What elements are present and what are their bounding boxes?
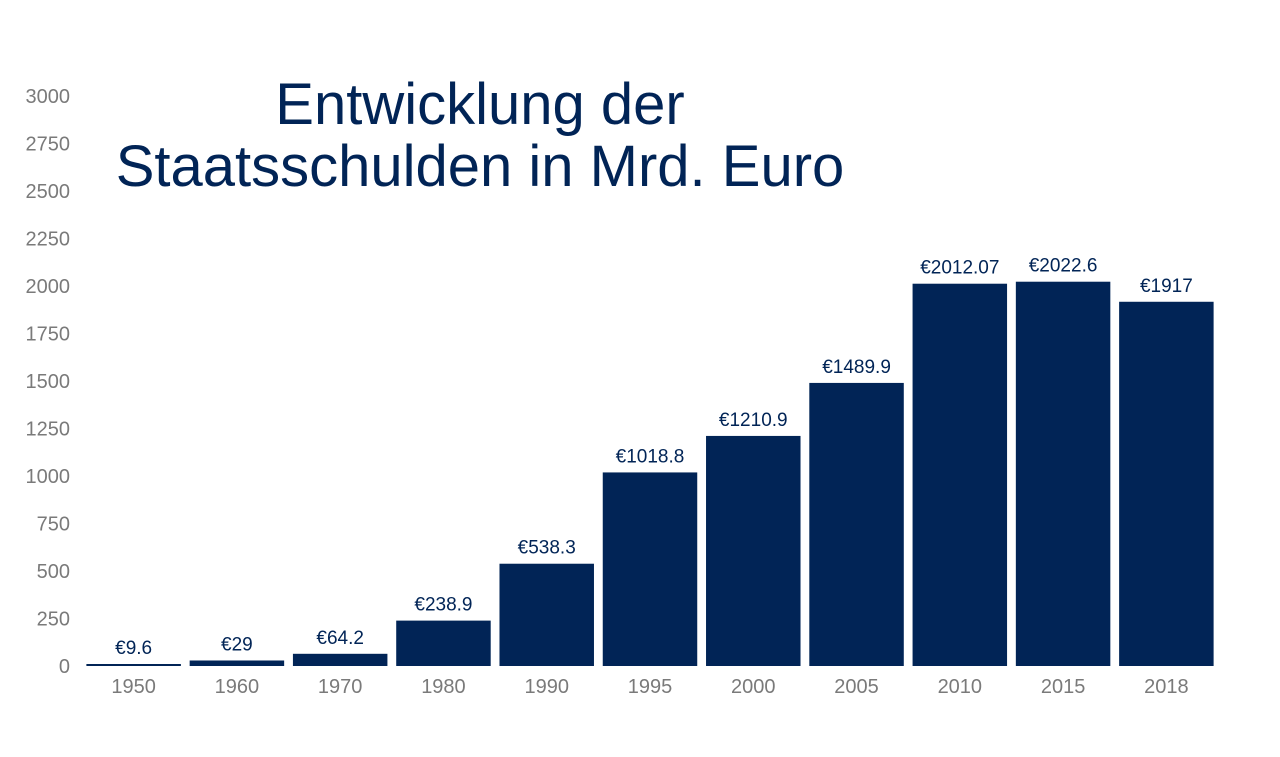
x-tick-label-1950: 1950: [111, 676, 156, 698]
bar-2010: [912, 283, 1008, 666]
bar-2015: [1015, 281, 1111, 666]
data-label-1960: €29: [221, 634, 253, 655]
y-tick-label: 1750: [26, 324, 71, 346]
chart-title-line-2: Staatsschulden in Mrd. Euro: [115, 134, 845, 199]
data-label-1980: €238.9: [414, 595, 472, 616]
x-tick-label-1960: 1960: [215, 676, 260, 698]
data-label-1995: €1018.8: [616, 446, 685, 467]
x-tick-label-2010: 2010: [938, 676, 983, 698]
chart-title-line-1: Entwicklung der: [275, 72, 685, 137]
x-tick-label-2005: 2005: [834, 676, 879, 698]
bar-1995: [602, 472, 698, 666]
x-axis: 1950 1960 1970 1980 1990 1995 2000 2005 2010 2015…: [111, 676, 1188, 698]
data-labels: €9.6 €29 €64.2 €238.9 €538.3 €1018.8 €1210.9 €1…: [115, 256, 1193, 659]
x-tick-label-1970: 1970: [318, 676, 363, 698]
bars: [86, 281, 1214, 666]
bar-2018: [1119, 301, 1214, 666]
x-tick-label-2015: 2015: [1041, 676, 1086, 698]
bar-1950: [86, 664, 181, 666]
chart-title: Entwicklung der Staatsschulden in Mrd. E…: [60, 74, 900, 198]
data-label-1970: €64.2: [316, 628, 364, 649]
bar-1960: [189, 660, 285, 666]
y-tick-label: 1500: [26, 371, 71, 393]
data-label-2000: €1210.9: [719, 410, 788, 431]
y-tick-label: 3000: [26, 86, 71, 108]
y-tick-label: 1000: [26, 466, 71, 488]
x-tick-label-1990: 1990: [524, 676, 569, 698]
bar-2000: [706, 435, 801, 666]
y-tick-label: 2500: [26, 181, 71, 203]
x-tick-label-2000: 2000: [731, 676, 776, 698]
x-tick-label-2018: 2018: [1144, 676, 1189, 698]
bar-1970: [292, 653, 388, 666]
bar-1980: [396, 620, 491, 666]
bar-2005: [809, 382, 904, 666]
y-tick-label: 2000: [26, 276, 71, 298]
data-label-2018: €1917: [1140, 276, 1193, 297]
y-axis: 0 250 500 750 1000 1250 1500 1750 2000 2250 2500 27…: [26, 86, 71, 678]
y-tick-label: 750: [37, 514, 70, 536]
y-tick-label: 2750: [26, 134, 71, 156]
x-tick-label-1980: 1980: [421, 676, 466, 698]
data-label-2015: €2022.6: [1029, 256, 1098, 277]
x-tick-label-1995: 1995: [628, 676, 673, 698]
y-tick-label: 1250: [26, 419, 71, 441]
y-tick-label: 250: [37, 609, 70, 631]
data-label-2010: €2012.07: [920, 258, 999, 279]
data-label-2005: €1489.9: [822, 357, 891, 378]
data-label-1990: €538.3: [518, 538, 576, 559]
y-tick-label: 0: [59, 656, 70, 678]
y-tick-label: 2250: [26, 229, 71, 251]
y-tick-label: 500: [37, 561, 70, 583]
data-label-1950: €9.6: [115, 638, 152, 659]
bar-1990: [499, 563, 594, 666]
